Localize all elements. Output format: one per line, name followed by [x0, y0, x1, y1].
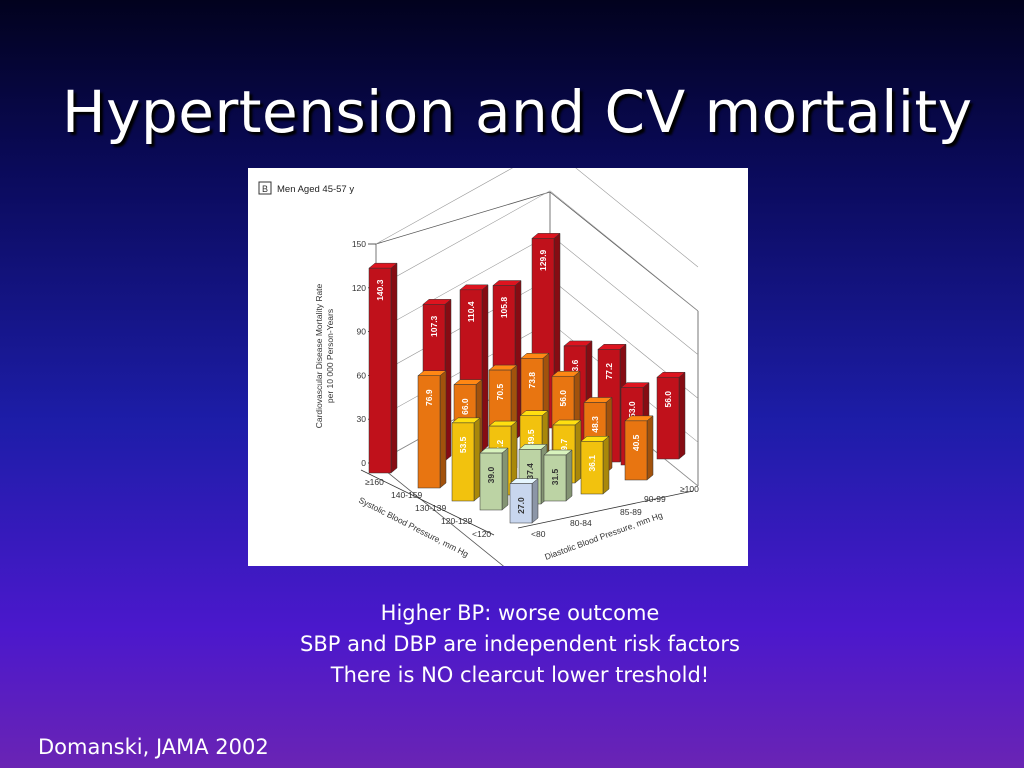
bar-side: [602, 435, 610, 495]
bar-front: [509, 483, 533, 524]
bar-side: [646, 415, 654, 481]
dbp-tick-label: <80: [531, 529, 546, 539]
takeaway-list: Higher BP: worse outcome SBP and DBP are…: [240, 598, 800, 691]
gridline: [375, 168, 699, 268]
sbp-tick-label: 130-139: [415, 503, 446, 513]
bar-side: [481, 284, 489, 452]
bar-value-label: 53.0: [627, 401, 637, 418]
y-tick-label: 120: [352, 283, 366, 293]
bar: 39.0: [479, 447, 509, 511]
dbp-axis-label: Diastolic Blood Pressure, mm Hg: [543, 510, 664, 562]
panel-letter-box: [258, 181, 272, 195]
sbp-tick-label: 140-159: [391, 490, 422, 500]
y-tick-label: 150: [352, 239, 366, 249]
bar-value-label: 36.1: [587, 455, 597, 472]
bar: 40.5: [624, 415, 654, 481]
takeaway-line: Higher BP: worse outcome: [380, 601, 660, 625]
bar-side: [390, 262, 398, 474]
dbp-tick-label: 90-99: [644, 494, 666, 504]
bar: 31.5: [543, 449, 573, 502]
bar-side: [501, 447, 509, 511]
dbp-tick-label: 80-84: [570, 518, 592, 528]
bar-front: [656, 376, 680, 460]
dbp-tick-label: ≥100: [680, 484, 699, 494]
bar-value-label: 129.9: [538, 249, 548, 271]
bar: 36.1: [580, 435, 610, 495]
panel-title: Men Aged 45-57 y: [277, 184, 354, 195]
bar-chart-3d: B Men Aged 45-57 y 0 30 60 90 120 150 Cardiov…: [258, 168, 699, 566]
bar-value-label: 110.4: [466, 301, 476, 322]
bar-value-label: 37.4: [525, 463, 535, 480]
bar-front: [451, 422, 475, 502]
bar: 140.3: [368, 262, 398, 474]
bar-front: [543, 454, 567, 502]
bar-value-label: 83.6: [570, 359, 580, 376]
bar-front: [580, 441, 604, 495]
bar-value-label: 77.2: [604, 363, 614, 380]
bar-value-label: 53.5: [458, 436, 468, 453]
bar-front: [368, 267, 392, 474]
bar-value-label: 66.0: [460, 398, 470, 415]
citation: Domanski, JAMA 2002: [38, 735, 269, 759]
dbp-tick-label: 85-89: [620, 507, 642, 517]
bar-side: [565, 449, 573, 502]
bar-value-label: 76.9: [424, 389, 434, 406]
slide-title: Hypertension and CV mortality: [62, 78, 973, 146]
bar-value-label: 31.5: [550, 468, 560, 485]
bar-front: [479, 452, 503, 511]
bar-value-label: 56.0: [558, 390, 568, 407]
bar: 76.9: [417, 370, 447, 489]
dbp-axis-line: [517, 490, 694, 529]
bar-value-label: 73.8: [527, 372, 537, 389]
panel-letter: B: [262, 184, 268, 194]
bar-value-label: 39.7: [559, 438, 569, 455]
y-tick-label: 90: [357, 327, 367, 337]
bar: 27.0: [509, 478, 539, 524]
sbp-tick-label: ≥160: [365, 477, 384, 487]
bar-side: [439, 370, 447, 489]
bar-side: [473, 417, 481, 502]
bar-value-label: 56.0: [663, 391, 673, 408]
bar-value-label: 140.3: [375, 279, 385, 301]
bar-value-label: 39.0: [486, 467, 496, 484]
bar-front: [417, 375, 441, 489]
takeaway-line: There is NO clearcut lower treshold!: [330, 663, 710, 687]
takeaway-line: SBP and DBP are independent risk factors: [300, 632, 740, 656]
sbp-axis-label: Systolic Blood Pressure, mm Hg: [357, 495, 470, 559]
bar-side: [574, 419, 582, 484]
bar-front: [624, 420, 648, 481]
sbp-axis-line: [360, 469, 495, 536]
bars: 140.3 107.3 110.4 105.8 129.9 83.6 77.2 53.0 56.…: [368, 232, 686, 524]
sbp-tick-label: 120-129: [441, 516, 472, 526]
bar-value-label: 105.8: [499, 297, 509, 319]
bar-side: [531, 478, 539, 524]
bar-value-label: 107.3: [429, 315, 439, 337]
bar-side: [678, 371, 686, 460]
bar-value-label: 48.3: [590, 416, 600, 433]
y-axis-label-line-2: per 10 000 Person-Years: [325, 309, 335, 403]
bar: 56.0: [656, 371, 686, 460]
y-axis-label-line-1: Cardiovascular Disease Mortality Rate: [314, 283, 324, 428]
bar-value-label: 49.5: [526, 429, 536, 446]
sbp-tick-label: <120: [472, 529, 491, 539]
y-tick-label: 30: [357, 414, 367, 424]
bar-value-label: 40.5: [631, 434, 641, 451]
chart-figure: B Men Aged 45-57 y 0 30 60 90 120 150 Cardiov…: [248, 168, 748, 566]
bar: 53.5: [451, 417, 481, 502]
y-tick-label: 0: [361, 458, 366, 468]
bar-value-label: 27.0: [516, 497, 526, 514]
bar-value-label: 70.5: [495, 384, 505, 401]
y-tick-label: 60: [357, 370, 367, 380]
gridline: [375, 190, 699, 312]
